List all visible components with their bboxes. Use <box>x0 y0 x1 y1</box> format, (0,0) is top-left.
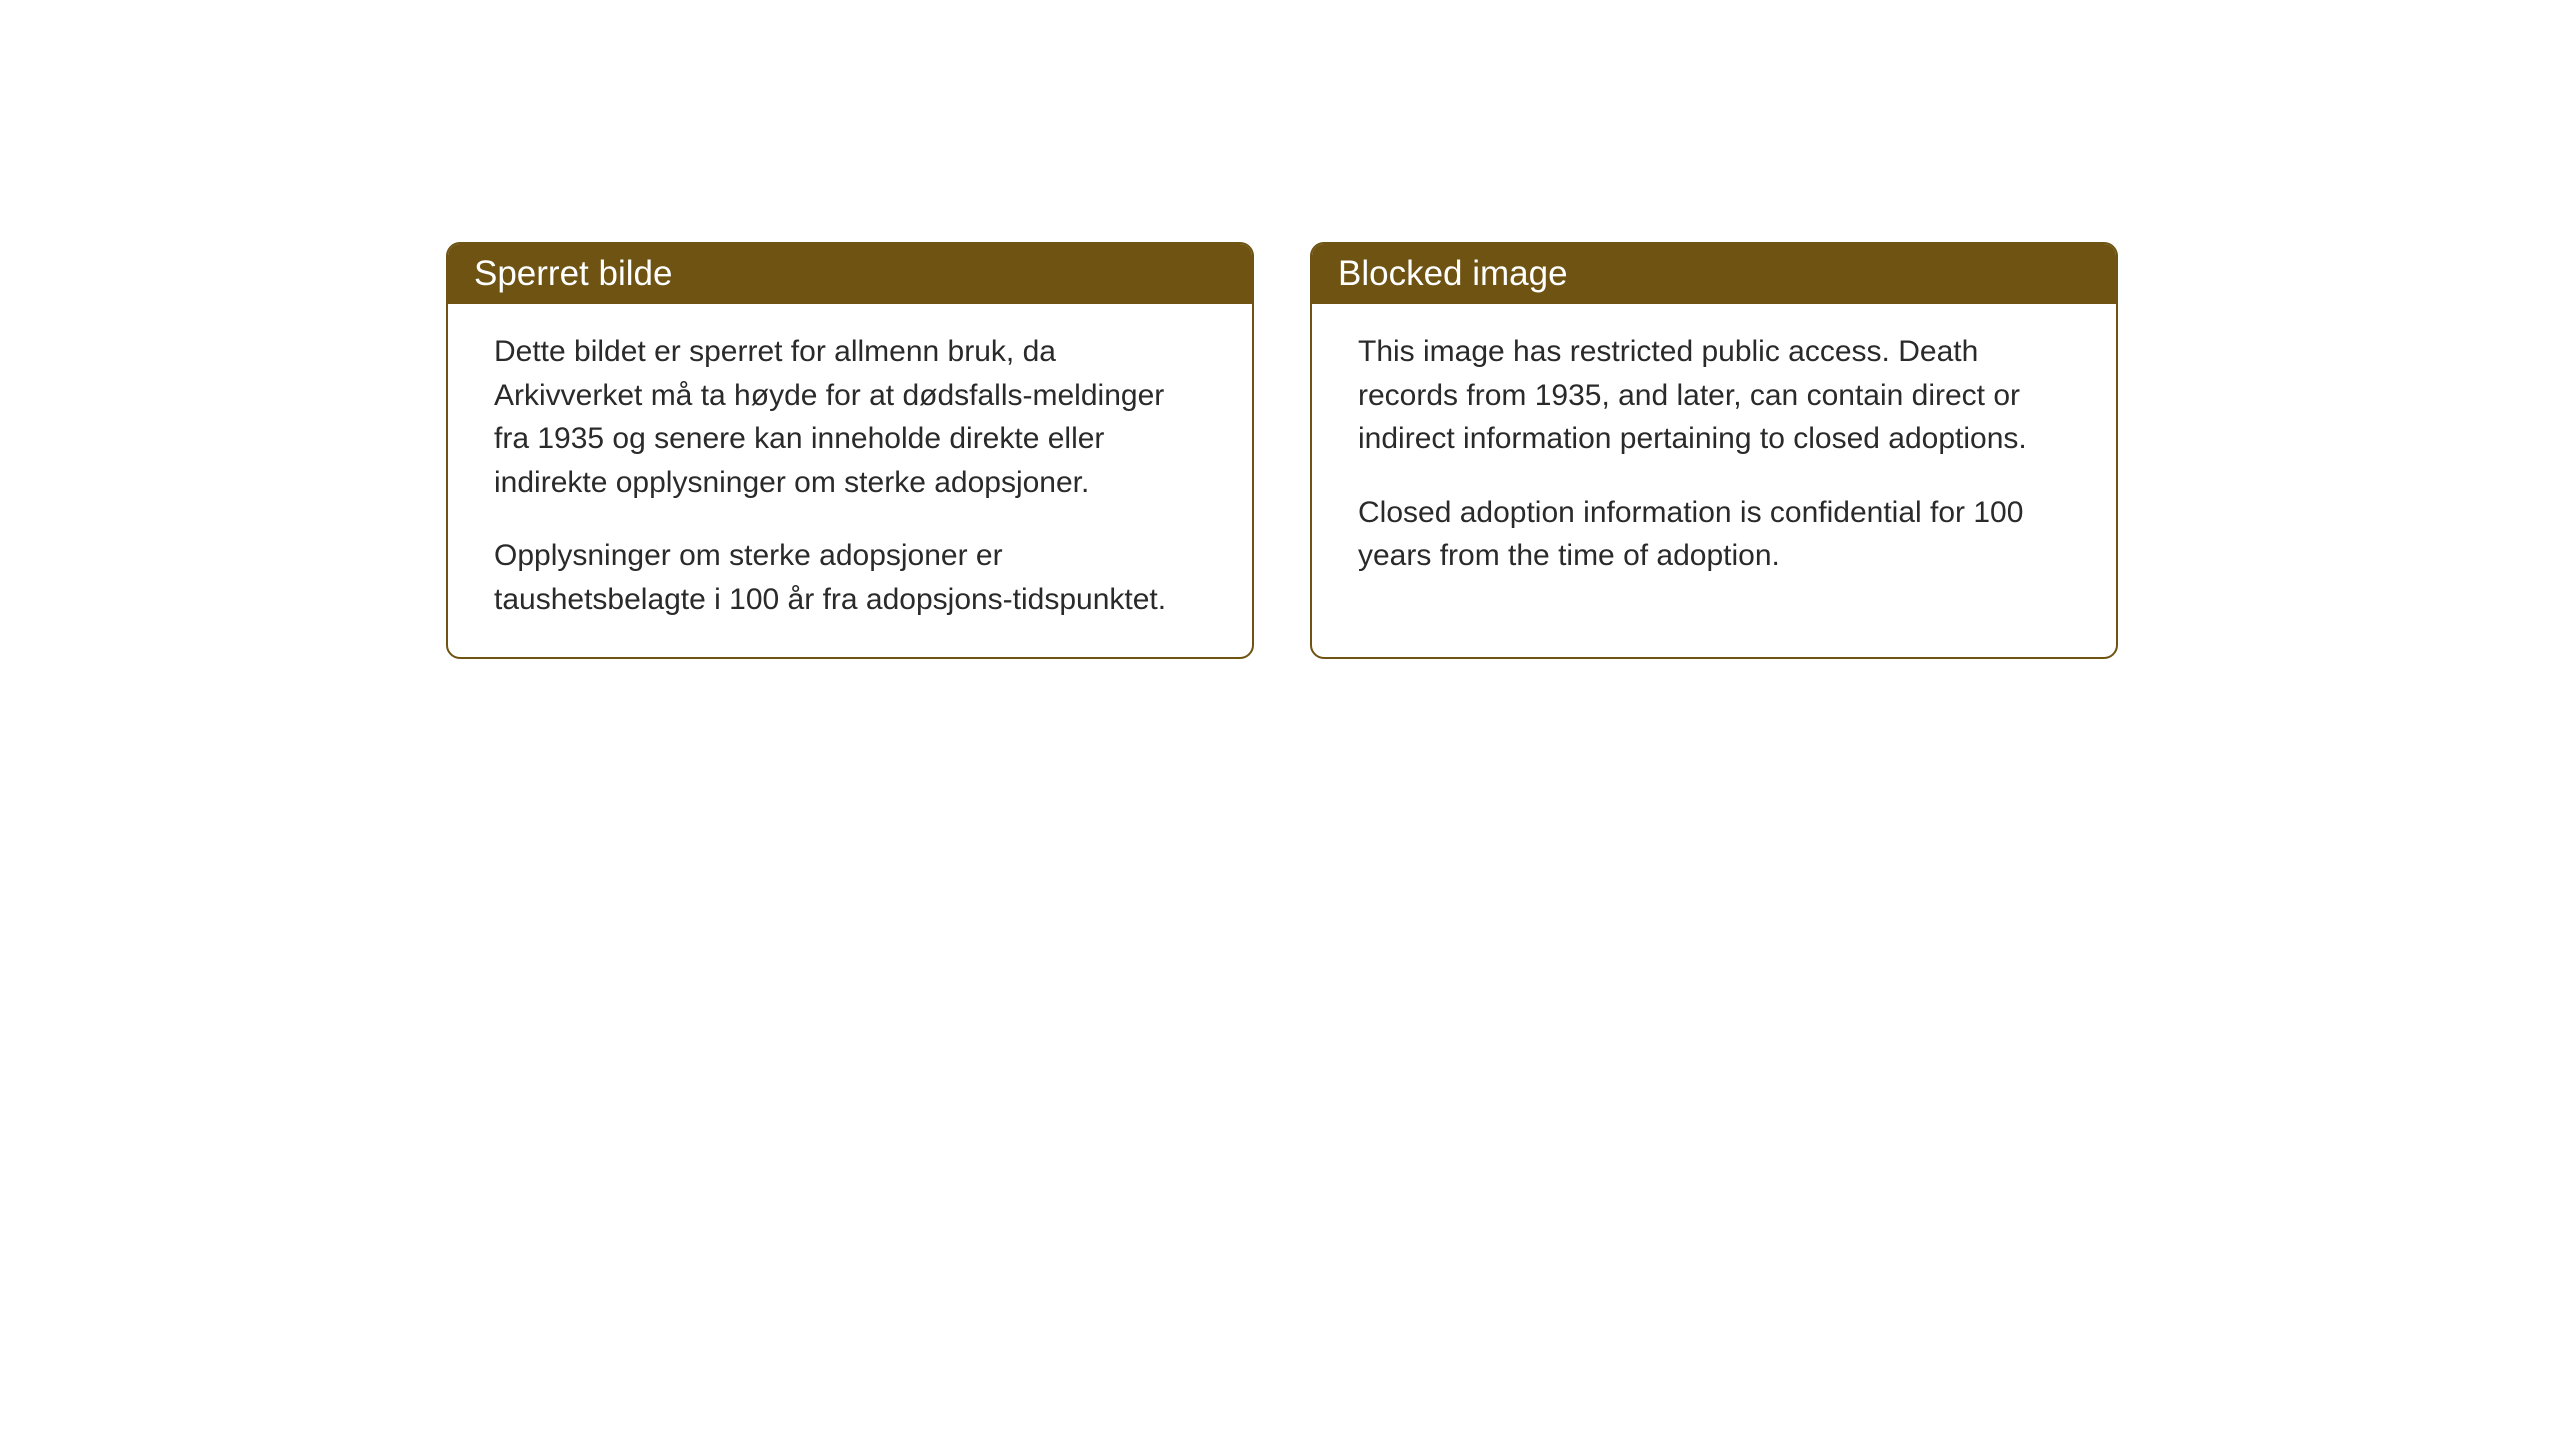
notice-card-english: Blocked image This image has restricted … <box>1310 242 2118 659</box>
card-title-norwegian: Sperret bilde <box>474 254 672 293</box>
card-body-english: This image has restricted public access.… <box>1312 304 2116 614</box>
card-header-norwegian: Sperret bilde <box>448 244 1252 304</box>
card-paragraph-2-english: Closed adoption information is confident… <box>1358 491 2070 578</box>
card-body-norwegian: Dette bildet er sperret for allmenn bruk… <box>448 304 1252 657</box>
notice-card-norwegian: Sperret bilde Dette bildet er sperret fo… <box>446 242 1254 659</box>
card-header-english: Blocked image <box>1312 244 2116 304</box>
notice-cards-container: Sperret bilde Dette bildet er sperret fo… <box>446 242 2560 659</box>
card-paragraph-1-english: This image has restricted public access.… <box>1358 330 2070 461</box>
card-paragraph-2-norwegian: Opplysninger om sterke adopsjoner er tau… <box>494 534 1206 621</box>
card-paragraph-1-norwegian: Dette bildet er sperret for allmenn bruk… <box>494 330 1206 504</box>
card-title-english: Blocked image <box>1338 254 1568 293</box>
